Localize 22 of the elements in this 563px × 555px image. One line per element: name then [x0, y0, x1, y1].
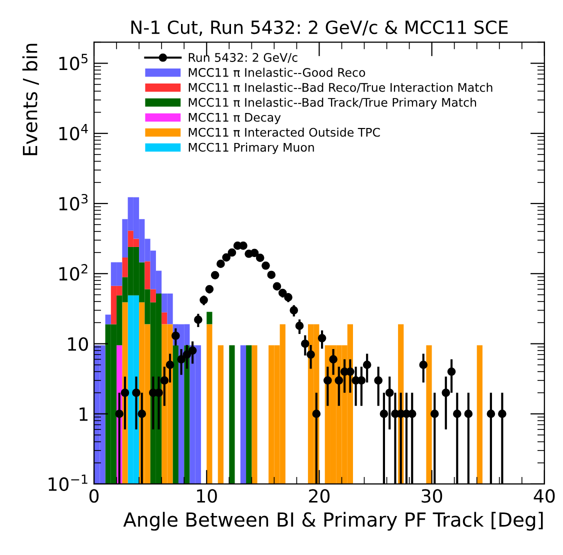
- y-tick-label: 10$^{4}$: [59, 124, 88, 140]
- x-axis-title: Angle Between BI & Primary PF Track [Deg]: [123, 512, 543, 531]
- y-tick-label: 10: [68, 337, 88, 351]
- legend-label: MCC11 π Decay: [188, 112, 281, 124]
- x-tick-label: 10: [197, 489, 217, 503]
- y-tick-label: 10$^{3}$: [59, 194, 88, 210]
- legend-label: MCC11 π Interacted Outside TPC: [188, 128, 380, 137]
- y-tick-label: 10$^{5}$: [59, 54, 88, 70]
- y-tick-label: 10$^{2}$: [59, 264, 88, 281]
- y-tick-label: 1: [80, 408, 88, 421]
- x-tick-label: 0: [89, 489, 99, 503]
- legend-label: Run 5432: 2 GeV/c: [188, 53, 298, 63]
- legend-label: MCC11 Primary Muon: [188, 142, 314, 154]
- legend-label: MCC11 π Inelastic--Good Reco: [188, 68, 366, 77]
- y-axis-title: Events / bin: [22, 44, 39, 156]
- legend-label: MCC11 π Inelastic--Bad Reco/True Interaction Match: [188, 82, 492, 93]
- chart-title: N-1 Cut, Run 5432: 2 GeV/c & MCC11 SCE: [131, 20, 508, 36]
- x-tick-label: 30: [422, 489, 442, 503]
- legend-label: MCC11 π Inelastic--Bad Track/True Primary Match: [188, 98, 476, 110]
- y-tick-label: 10$^{−1}$: [48, 474, 88, 491]
- x-tick-label: 20: [309, 489, 330, 503]
- x-tick-label: 40: [534, 489, 555, 503]
